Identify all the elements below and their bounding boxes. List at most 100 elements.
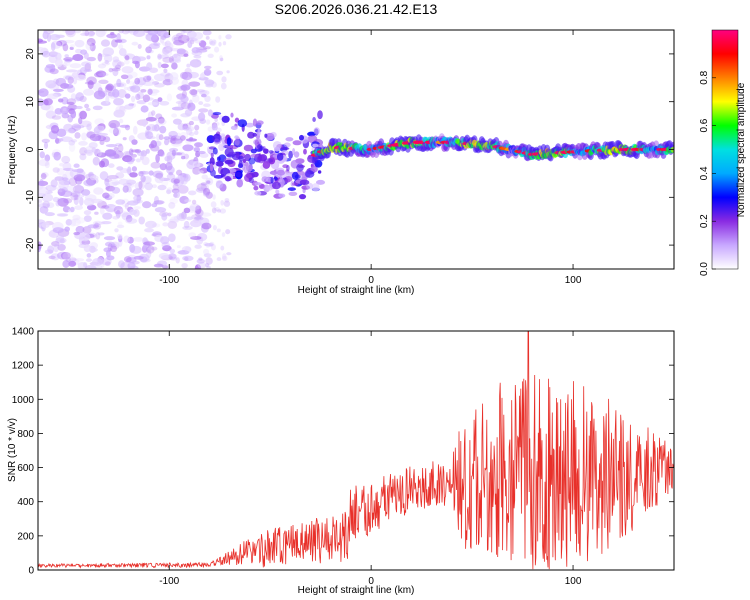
- spectrogram-cell: [317, 110, 323, 120]
- spectrogram-cell: [130, 245, 142, 254]
- spectrogram-cell: [94, 125, 105, 132]
- spectrogram-cell: [131, 41, 139, 46]
- spectrogram-cell: [250, 148, 257, 154]
- spectrogram-cell: [283, 142, 291, 148]
- spectrogram-cell: [104, 84, 113, 93]
- spectrogram-cell: [237, 119, 248, 128]
- spectrogram-cell: [133, 255, 144, 260]
- spectrogram-cell: [125, 214, 133, 223]
- spectrogram-cell: [38, 88, 49, 97]
- spectrogram-cell: [68, 143, 76, 152]
- spectrogram-cell: [111, 67, 121, 72]
- spectrogram-cell: [224, 147, 234, 157]
- spectrogram-cell: [78, 141, 88, 146]
- spectrogram-cell: [97, 149, 102, 157]
- spectrogram-cell: [85, 41, 93, 51]
- spectrogram-cell: [209, 40, 216, 46]
- spectrogram-cell: [105, 143, 118, 148]
- spectrogram-cell: [41, 222, 50, 229]
- spectrogram-cell: [176, 245, 181, 249]
- spectrogram-cell: [194, 130, 199, 136]
- spectrogram-cell: [166, 173, 176, 180]
- spectrogram-cell: [155, 118, 167, 126]
- spectrogram-y-ticks: -20 -10 0 10 20: [25, 48, 674, 252]
- spectrogram-cell: [182, 30, 193, 34]
- snr-y-tick-label: 800: [17, 429, 34, 440]
- spectrogram-cell: [247, 131, 255, 139]
- spectrogram-cell: [311, 183, 320, 192]
- spectrogram-cell: [86, 152, 93, 156]
- spectrogram-cell: [315, 179, 326, 185]
- snr-y-axis-label: SNR (10 * v/v): [7, 418, 18, 482]
- spectrogram-cell: [193, 55, 202, 59]
- spectrogram-cell: [100, 39, 111, 47]
- spectrogram-cell: [179, 135, 186, 141]
- spectrogram-cell: [136, 100, 147, 105]
- spectrogram-cell: [171, 62, 178, 70]
- spectrogram-cell: [265, 185, 273, 191]
- spectrogram-cell: [146, 55, 151, 60]
- spectrogram-cell: [203, 103, 211, 108]
- spectrogram-cell: [182, 255, 194, 262]
- spectrogram-cell: [155, 153, 160, 163]
- spectrogram-cell: [64, 170, 74, 179]
- spectrogram-cell: [151, 99, 160, 108]
- spectrogram-cell: [52, 167, 60, 173]
- spectrogram-cell: [159, 100, 170, 106]
- spectrogram-cell: [288, 191, 298, 197]
- spectrogram-cell: [198, 108, 209, 113]
- spectrogram-cell: [162, 79, 173, 86]
- spectrogram-cell: [212, 111, 222, 116]
- spectrogram-cell: [147, 88, 153, 95]
- spectrogram-cell: [171, 106, 184, 111]
- spectrogram-cell: [43, 98, 53, 106]
- spectrogram-cell: [166, 189, 172, 195]
- spectrogram-cell: [254, 190, 262, 196]
- spectrogram-cell: [41, 50, 51, 58]
- spectrogram-cell: [199, 90, 207, 95]
- spectrogram-cell: [194, 216, 202, 220]
- spectrogram-cell: [66, 101, 75, 105]
- spectrogram-cell: [193, 31, 204, 40]
- spectrogram-cell: [71, 218, 81, 227]
- spectrogram-cell: [188, 81, 201, 87]
- spectrogram-cell: [122, 137, 127, 141]
- spectrogram-cell: [65, 30, 76, 38]
- spectrogram-cell: [225, 144, 233, 149]
- spectrogram-cell: [63, 61, 68, 68]
- spectrogram-cell: [285, 137, 294, 142]
- spectrogram-cell: [124, 156, 136, 163]
- spectrogram-x-tick-label: 100: [565, 275, 582, 286]
- spectrogram-cell: [135, 56, 147, 62]
- spectrogram-cell: [262, 161, 271, 169]
- spectrogram-cell: [235, 171, 242, 178]
- spectrogram-cell: [52, 227, 64, 234]
- spectrogram-cell: [56, 128, 67, 138]
- spectrogram-cell: [140, 88, 147, 93]
- spectrogram-cell: [220, 199, 224, 206]
- spectrogram-cell: [65, 69, 78, 73]
- spectrogram-cell: [209, 157, 215, 166]
- spectrogram-cell: [216, 257, 222, 262]
- snr-panel: -100 0 100 0 200 400 600 800 1000 1200 1400 Heigh…: [7, 327, 675, 596]
- spectrogram-cell: [201, 174, 208, 180]
- spectrogram-cell: [41, 193, 54, 202]
- spectrogram-cell: [194, 142, 203, 148]
- spectrogram-cell: [190, 89, 198, 97]
- spectrogram-cell: [116, 78, 122, 88]
- spectrogram-cell: [82, 235, 92, 240]
- spectrogram-cell: [212, 194, 216, 200]
- spectrogram-cell: [167, 212, 172, 217]
- spectrogram-cell: [212, 224, 217, 231]
- spectrogram-cell: [74, 74, 87, 81]
- spectrogram-cell: [114, 228, 119, 233]
- spectrogram-cell: [91, 147, 97, 153]
- spectrogram-cell: [138, 216, 145, 225]
- spectrogram-cell: [123, 86, 129, 91]
- spectrogram-cell: [63, 57, 74, 62]
- spectrogram-cell: [69, 63, 82, 69]
- spectrogram-cell: [122, 185, 129, 193]
- spectrogram-cell: [172, 118, 182, 125]
- spectrogram-cell: [51, 241, 60, 247]
- spectrogram-cell: [303, 148, 307, 155]
